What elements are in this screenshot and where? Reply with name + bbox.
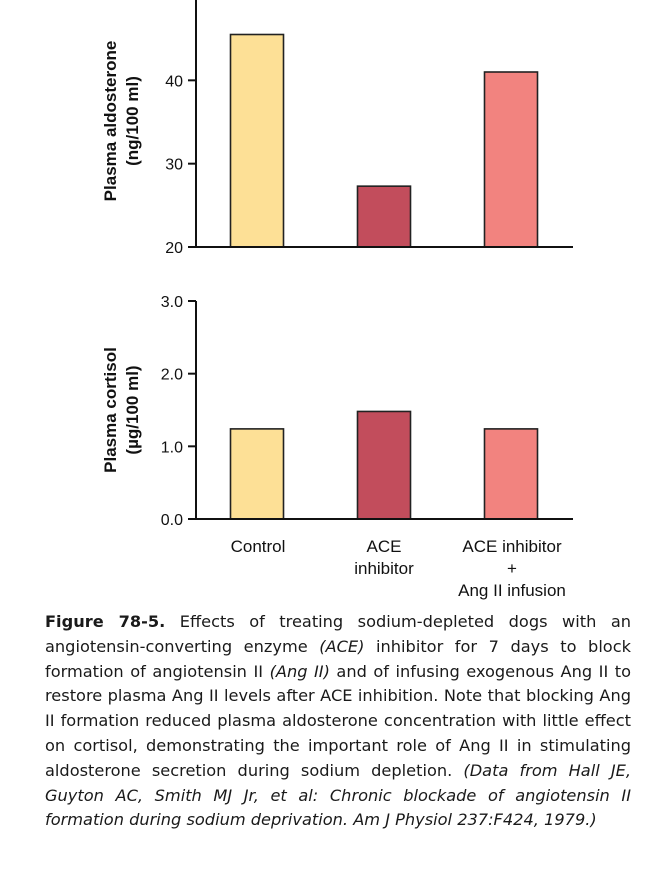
cortisol-y-tick-label: 0.0 bbox=[161, 512, 183, 529]
category-label-1-line-1: Control bbox=[231, 537, 286, 556]
cortisol-y-axis-title-line1: Plasma cortisol bbox=[101, 347, 120, 473]
caption-text-3: and of infusing exogenous Ang II to rest… bbox=[45, 661, 632, 780]
caption-text-2: inhibitor for 7 days to block formation … bbox=[45, 636, 631, 681]
cortisol-bar-2 bbox=[356, 410, 412, 520]
caption-source: (Data from Hall JE, Guyton AC, Smith MJ … bbox=[45, 760, 631, 830]
figure-caption: Figure 78-5. Effects of treating sodium-… bbox=[45, 610, 631, 833]
caption-text-1: Effects of treating sodium-depleted dogs… bbox=[45, 612, 631, 656]
caption-abbrev-ang: (Ang II) bbox=[269, 661, 330, 681]
aldosterone-y-tick-label: 40 bbox=[165, 73, 183, 90]
cortisol-bar-1 bbox=[229, 428, 285, 520]
category-labels: Control ACE inhibitor ACE inhibitor + Ang II … bbox=[231, 537, 566, 600]
figure-charts: 20 30 40 Plasma aldosterone (ng/100 ml) 0.0 1… bbox=[101, 0, 573, 600]
aldosterone-bar-3 bbox=[483, 71, 539, 248]
aldosterone-y-tick-label: 20 bbox=[165, 240, 183, 257]
aldosterone-bar-2 bbox=[356, 185, 412, 248]
category-label-3-line-1: ACE inhibitor bbox=[462, 537, 562, 556]
cortisol-y-tick-label: 1.0 bbox=[161, 439, 183, 456]
caption-abbrev-ace: (ACE) bbox=[319, 636, 365, 656]
category-label-2-line-1: ACE bbox=[367, 537, 402, 556]
cortisol-chart: 0.0 1.0 2.0 3.0 Plasma cortisol (µg/100 ml) bbox=[101, 294, 573, 529]
aldosterone-chart: 20 30 40 Plasma aldosterone (ng/100 ml) bbox=[101, 0, 573, 257]
figure-label: Figure 78-5. bbox=[45, 612, 166, 631]
aldosterone-y-tick-label: 30 bbox=[165, 157, 183, 174]
category-label-3-line-2: + bbox=[507, 559, 517, 578]
category-label-2-line-2: inhibitor bbox=[354, 559, 414, 578]
category-label-3-line-3: Ang II infusion bbox=[458, 581, 566, 600]
aldosterone-y-axis-title-line2: (ng/100 ml) bbox=[123, 76, 142, 166]
cortisol-y-axis-title-line2: (µg/100 ml) bbox=[123, 365, 142, 454]
aldosterone-y-axis-title-line1: Plasma aldosterone bbox=[101, 41, 120, 202]
aldosterone-bar-1 bbox=[229, 33, 285, 248]
cortisol-y-tick-label: 3.0 bbox=[161, 294, 183, 311]
cortisol-bar-3 bbox=[483, 428, 539, 520]
cortisol-y-tick-label: 2.0 bbox=[161, 367, 183, 384]
